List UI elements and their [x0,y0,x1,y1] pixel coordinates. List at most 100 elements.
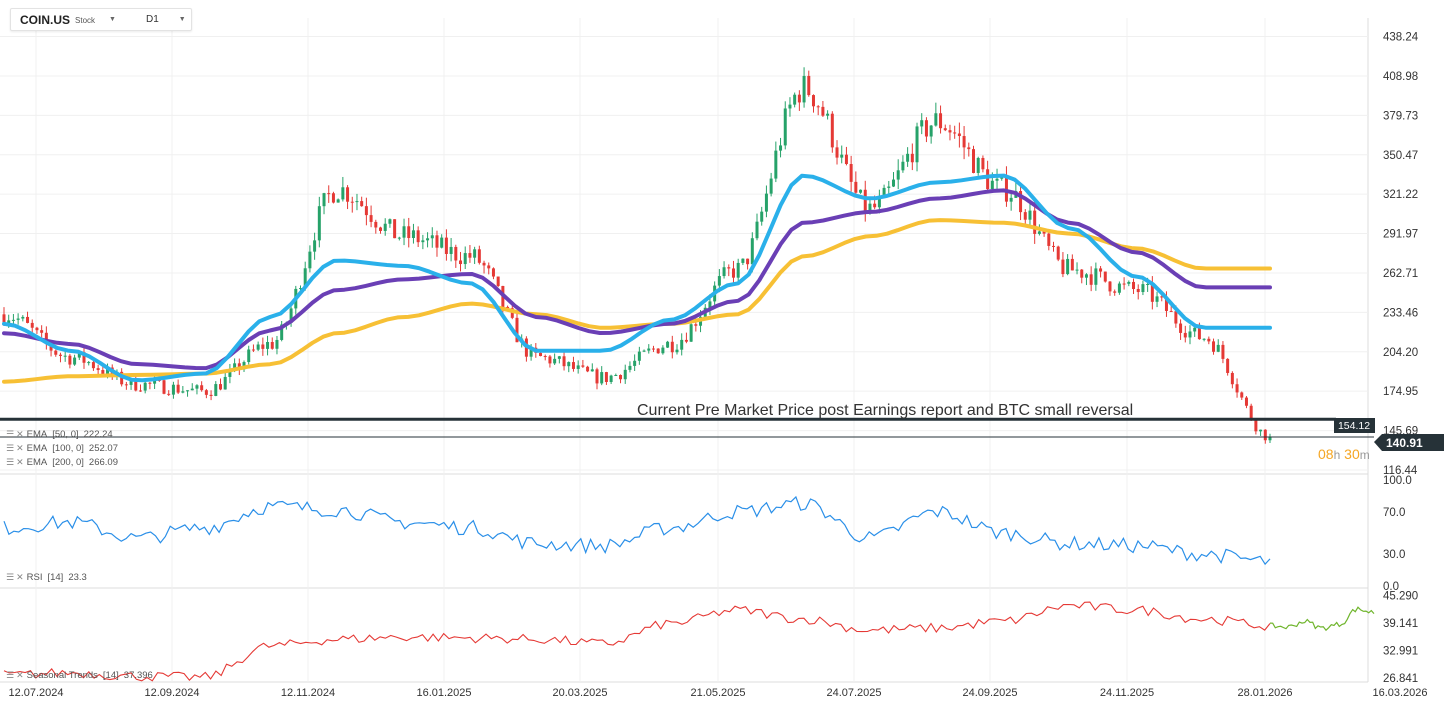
candle-body [440,237,444,248]
candle-body [868,203,872,213]
candle-body [1132,281,1136,290]
candle-body [675,349,679,353]
candle-body [1023,212,1027,220]
candle-body [727,267,731,269]
candle-body [1075,269,1079,271]
candle-body [844,154,848,165]
close-icon[interactable]: ✕ [16,457,24,467]
candle-body [73,357,77,365]
settings-icon[interactable]: ☰ [6,670,15,680]
candle-body [322,193,326,207]
x-tick-label: 12.07.2024 [8,687,63,699]
ema50-line [2,173,1272,383]
candle-body [1197,327,1201,340]
seasonal-tick-label: 26.841 [1383,673,1418,685]
candle-body [2,314,6,324]
seasonal-projection-line [1269,606,1375,632]
candle-body [783,108,787,146]
price-tick-label: 438.24 [1383,32,1419,44]
close-icon[interactable]: ✕ [16,572,24,582]
rsi-tick-label: 70.0 [1383,507,1405,519]
candle-body [882,187,886,197]
candle-body [807,75,811,96]
candle-body [981,157,985,170]
candle-body [1179,323,1183,333]
countdown-hours-unit: h [1333,448,1341,462]
candle-body [402,226,406,238]
legend-rsi: ☰ ✕ RSI [14] 23.3 [6,572,87,583]
close-icon[interactable]: ✕ [16,429,24,439]
ema50-value: 222.24 [83,429,113,440]
ema200-line [2,218,1272,384]
candle-body [275,339,279,349]
candle-body [397,237,401,239]
candle-body [811,95,815,107]
candle-body [336,199,340,203]
settings-icon[interactable]: ☰ [6,429,15,439]
candle-body [303,268,307,289]
candle-body [821,106,825,116]
candle-body [741,258,745,263]
candle-body [360,201,364,207]
candle-body [1056,246,1060,260]
candle-body [26,316,30,323]
close-icon[interactable]: ✕ [16,443,24,453]
timeframe-dropdown-icon[interactable]: ▼ [178,16,186,23]
candle-body [1240,392,1244,398]
candle-body [906,153,910,162]
candle-body [176,384,180,393]
price-axis: 438.24 408.98 379.73 350.47 321.22 291.97 262.… [1383,32,1419,477]
candle-body [896,170,900,180]
candle-body [171,384,175,395]
candle-body [764,193,768,212]
candle-body [167,393,171,395]
countdown-hours: 08 [1318,446,1334,462]
candle-body [341,187,345,200]
candle-body [877,196,881,208]
candle-body [459,260,463,265]
candle-body [849,164,853,182]
candle-body [463,253,467,265]
candle-body [600,372,604,384]
candle-body [327,193,331,195]
candle-body [482,262,486,266]
last-price-tag: 140.91 [1386,436,1423,450]
countdown-minutes-unit: m [1359,448,1370,462]
candle-body [604,372,608,382]
candle-body [548,356,552,364]
candle-body [256,344,260,350]
candle-body [1052,245,1056,247]
settings-icon[interactable]: ☰ [6,457,15,467]
settings-icon[interactable]: ☰ [6,443,15,453]
candle-body [609,375,613,382]
candle-body [1080,269,1084,278]
candle-body [1202,338,1206,340]
candle-body [976,157,980,173]
candle-body [769,178,773,194]
candle-body [454,246,458,261]
close-icon[interactable]: ✕ [16,670,24,680]
symbol-dropdown-icon[interactable]: ▼ [109,16,116,23]
candle-body [63,355,67,357]
candle-body [364,206,368,216]
candle-body [87,362,91,364]
x-tick-label: 16.01.2025 [416,687,471,699]
candle-body [619,374,623,380]
candle-body [1160,296,1164,298]
candle-body [101,370,105,375]
seasonal-tick-label: 45.290 [1383,590,1418,602]
candle-body [962,136,966,148]
candle-body [1174,311,1178,324]
settings-icon[interactable]: ☰ [6,572,15,582]
candle-body [788,104,792,109]
candle-body [661,347,665,354]
timeframe-label[interactable]: D1 [145,14,159,25]
candle-body [430,235,434,239]
candle-body [228,369,232,377]
symbol-name[interactable]: COIN.US [20,12,71,27]
candle-body [298,288,302,290]
candle-body [247,349,251,363]
countdown-minutes: 30 [1344,446,1360,462]
candle-body [1019,191,1023,213]
